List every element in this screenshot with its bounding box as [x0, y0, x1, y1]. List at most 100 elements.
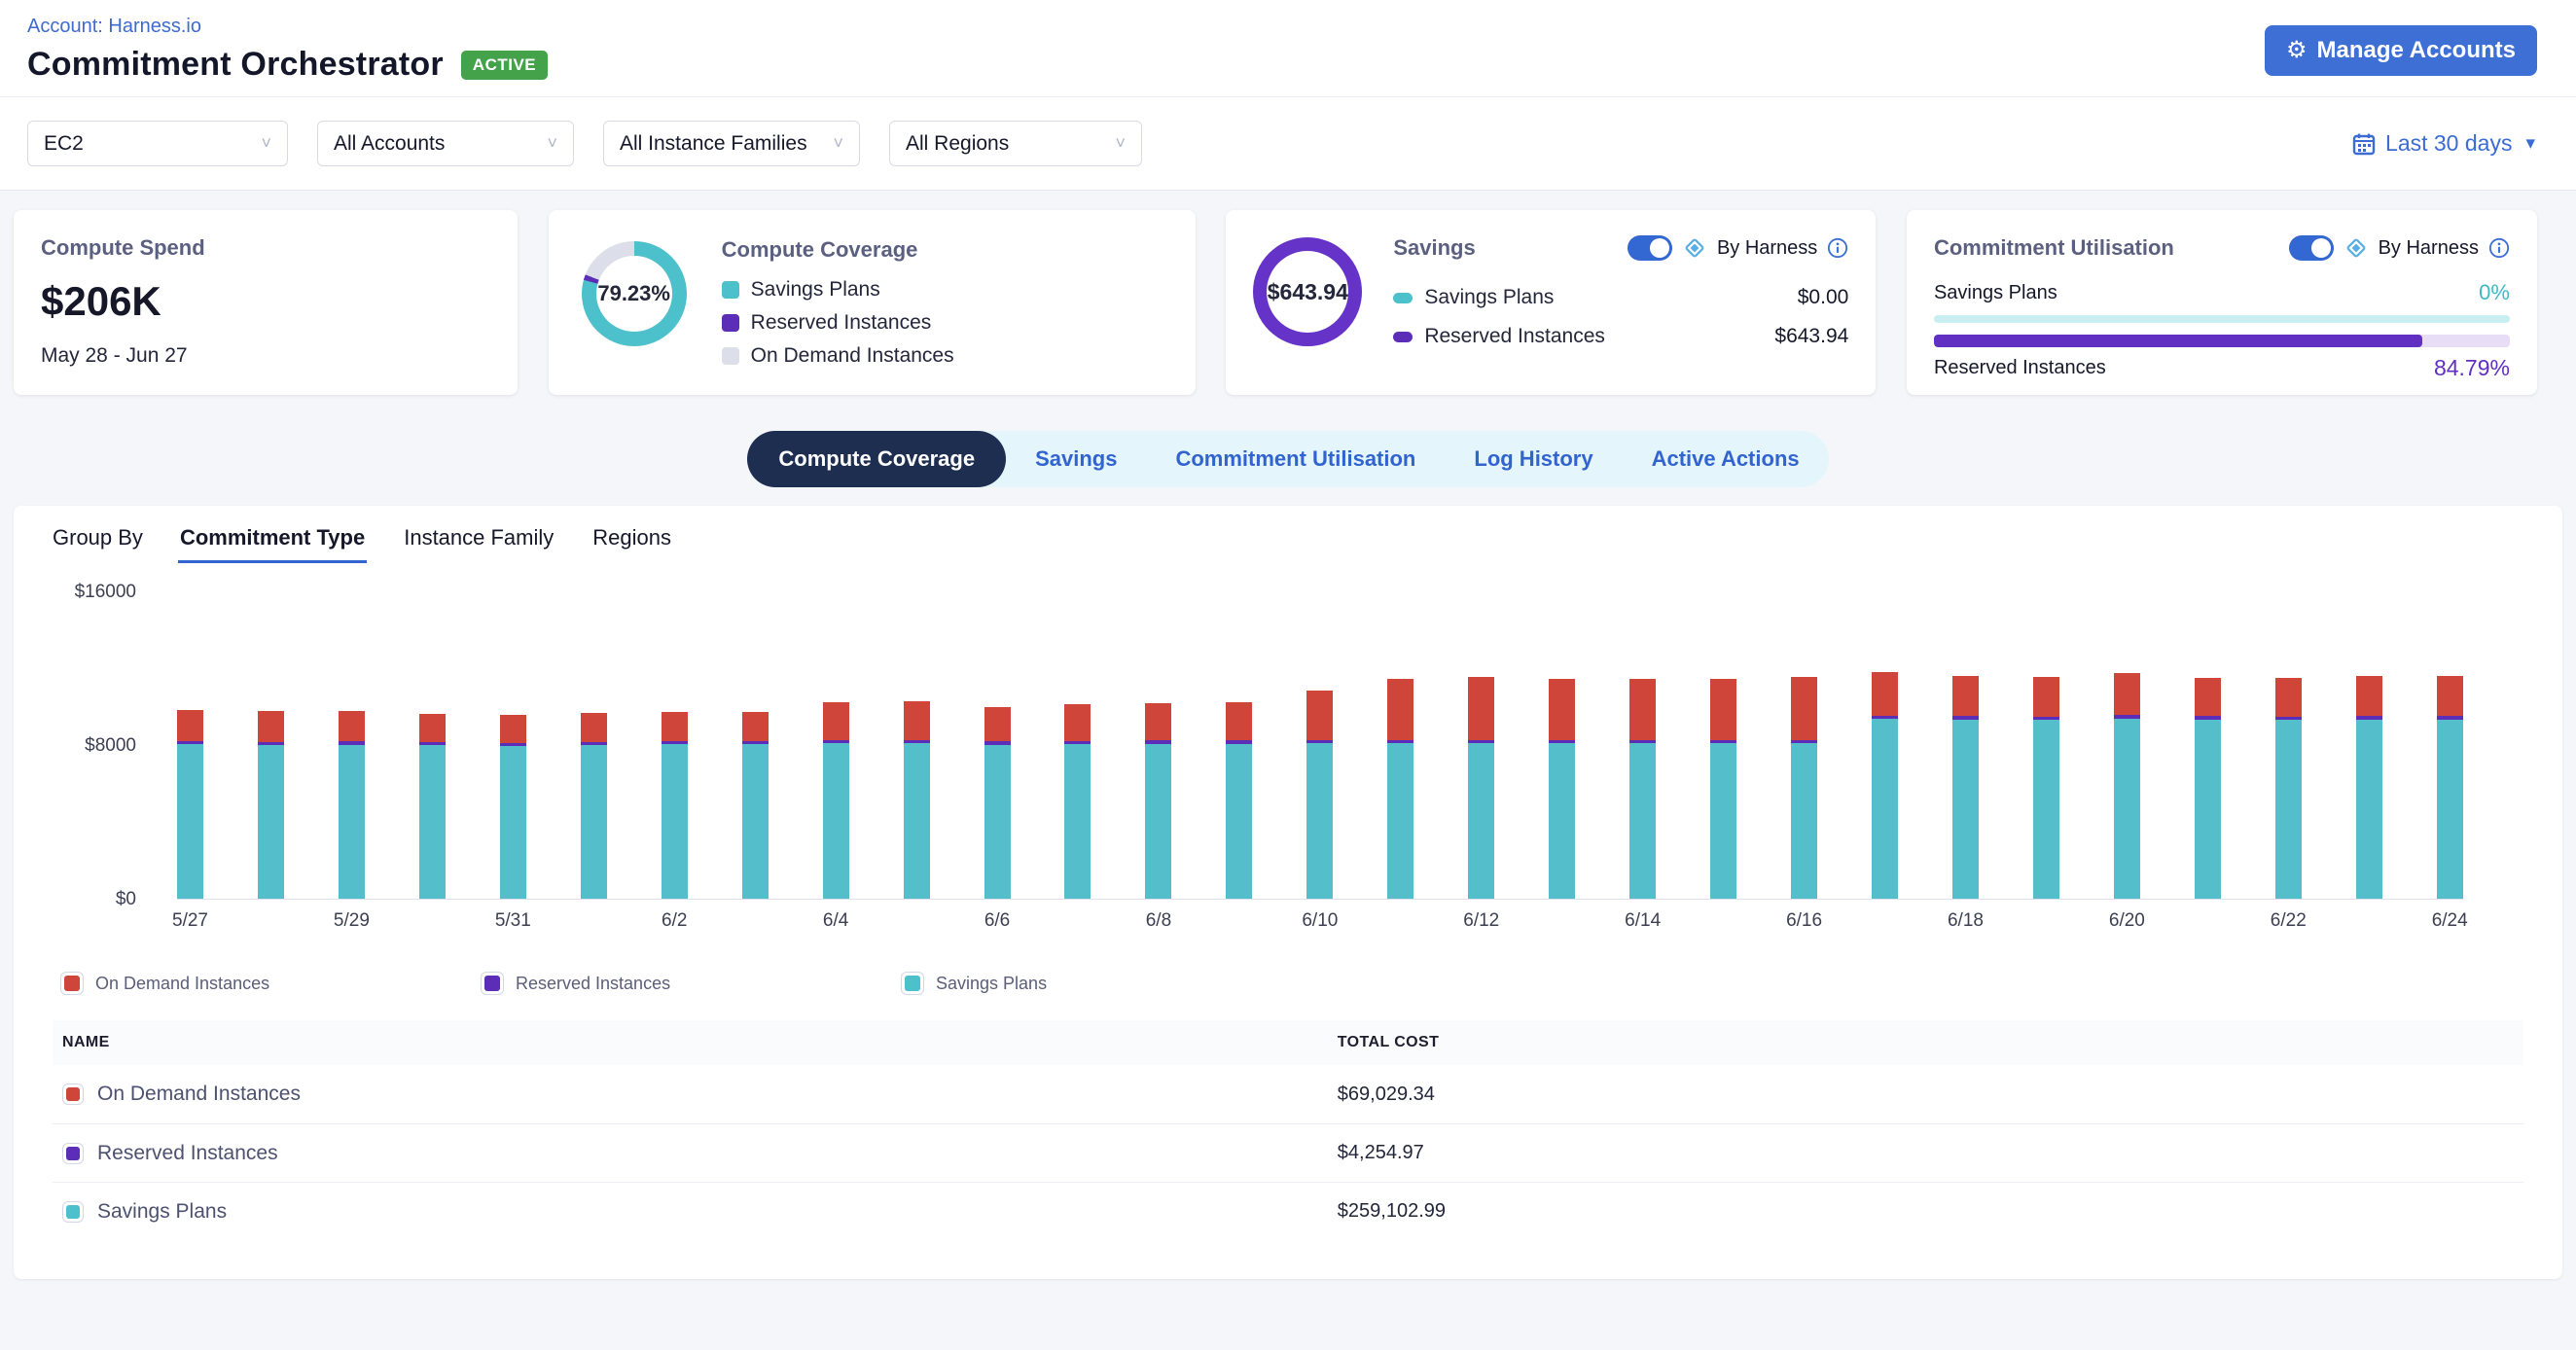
stacked-bar-6-9[interactable] — [1226, 592, 1253, 899]
bar-segment-on-demand-instances — [1872, 672, 1899, 716]
coverage-legend: Savings Plans Reserved Instances On Demand… — [721, 278, 954, 368]
stacked-bar-6-24[interactable]: 6/24 — [2432, 592, 2468, 931]
stacked-bar-6-16[interactable]: 6/16 — [1786, 592, 1822, 931]
coverage-legend-item: On Demand Instances — [721, 344, 954, 368]
stacked-bar-6-12[interactable]: 6/12 — [1463, 592, 1499, 931]
bar-segment-on-demand-instances — [1145, 703, 1172, 741]
bar-segment-on-demand-instances — [418, 713, 446, 742]
stacked-bar-6-6[interactable]: 6/6 — [984, 592, 1011, 931]
table-header-total-cost: TOTAL COST — [1337, 1034, 1440, 1050]
legend-swatch — [1393, 292, 1413, 303]
table-header: NAME TOTAL COST — [53, 1020, 2523, 1065]
bar-segment-reserved-instances — [2355, 716, 2382, 720]
coverage-stacked-bar-chart: $0 $8000 $16000 5/27 5/29 5/31 6/2 6/4 6/6 6/8 6/… — [53, 582, 2523, 964]
tab-log-history[interactable]: Log History — [1474, 446, 1593, 471]
chevron-down-icon: ˅ — [547, 133, 557, 153]
group-by-regions[interactable]: Regions — [592, 525, 671, 550]
commitment-utilisation-title: Commitment Utilisation — [1933, 235, 2174, 260]
stacked-bar-6-3[interactable] — [741, 592, 769, 899]
stacked-bar-6-4[interactable]: 6/4 — [822, 592, 849, 931]
service-select[interactable]: EC2 ˅ — [27, 121, 288, 166]
instance-families-select[interactable]: All Instance Families ˅ — [603, 121, 860, 166]
stacked-bar-6-20[interactable]: 6/20 — [2109, 592, 2145, 931]
table-header-name: NAME — [62, 1034, 110, 1050]
bar-segment-savings-plans — [257, 745, 284, 899]
gear-icon: ⚙ — [2286, 37, 2308, 63]
tab-active-actions[interactable]: Active Actions — [1651, 446, 1800, 471]
bar-segment-savings-plans — [1872, 719, 1899, 899]
bar-segment-reserved-instances — [418, 741, 446, 746]
stacked-bar-6-14[interactable]: 6/14 — [1625, 592, 1661, 931]
bar-segment-reserved-instances — [499, 742, 526, 746]
y-axis-tick: $0 — [115, 889, 136, 909]
stacked-bar-6-23[interactable] — [2355, 592, 2382, 899]
stacked-bar-6-1[interactable] — [580, 592, 607, 899]
group-by-commitment-type[interactable]: Commitment Type — [177, 523, 368, 563]
harness-logo-icon — [2346, 238, 2365, 258]
stacked-bar-6-17[interactable] — [1872, 592, 1899, 899]
bar-segment-on-demand-instances — [2355, 675, 2382, 717]
savings-by-harness-toggle[interactable] — [1627, 235, 1672, 261]
account-breadcrumb-link[interactable]: Account: Harness.io — [27, 16, 201, 37]
manage-accounts-button[interactable]: ⚙ Manage Accounts — [2265, 25, 2537, 76]
compute-coverage-title: Compute Coverage — [721, 237, 918, 262]
bar-segment-on-demand-instances — [1710, 678, 1737, 740]
stacked-bar-6-21[interactable] — [2194, 592, 2221, 899]
stacked-bar-6-18[interactable]: 6/18 — [1948, 592, 1984, 931]
legend-swatch — [721, 347, 739, 365]
stacked-bar-6-11[interactable] — [1387, 592, 1414, 899]
stacked-bar-6-22[interactable]: 6/22 — [2271, 592, 2307, 931]
bar-segment-on-demand-instances — [741, 711, 769, 741]
table-row-on-demand-instances[interactable]: On Demand Instances $69,029.34 — [53, 1065, 2523, 1123]
legend-swatch — [1393, 331, 1413, 342]
commitment-utilisation-card: Commitment Utilisation By Harness Saving… — [1906, 210, 2537, 395]
stacked-bar-6-5[interactable] — [903, 592, 930, 899]
filter-bar: EC2 ˅ All Accounts ˅ All Instance Famili… — [0, 97, 2576, 191]
stacked-bar-5-27[interactable]: 5/27 — [172, 592, 208, 931]
stacked-bar-6-19[interactable] — [2032, 592, 2059, 899]
utilisation-by-harness-toggle[interactable] — [2288, 235, 2334, 261]
bar-segment-on-demand-instances — [1791, 676, 1818, 740]
group-by-instance-family[interactable]: Instance Family — [404, 525, 555, 550]
bar-segment-on-demand-instances — [1226, 702, 1253, 741]
stacked-bar-6-2[interactable]: 6/2 — [661, 592, 688, 931]
instance-families-select-value: All Instance Families — [620, 131, 807, 155]
stacked-bar-5-28[interactable] — [257, 592, 284, 899]
stacked-bar-5-29[interactable]: 5/29 — [334, 592, 370, 931]
bar-segment-on-demand-instances — [2194, 677, 2221, 717]
y-axis-tick: $16000 — [74, 582, 136, 602]
tab-compute-coverage[interactable]: Compute Coverage — [747, 431, 1007, 487]
stacked-bar-5-30[interactable] — [418, 592, 446, 899]
bar-segment-savings-plans — [2032, 720, 2059, 899]
table-row-reserved-instances[interactable]: Reserved Instances $4,254.97 — [53, 1123, 2523, 1182]
x-axis-tick: 6/14 — [1625, 910, 1662, 931]
tab-savings[interactable]: Savings — [1035, 446, 1118, 471]
bar-segment-savings-plans — [903, 743, 930, 899]
legend-swatch — [721, 314, 739, 332]
top-header: Account: Harness.io Commitment Orchestra… — [0, 0, 2576, 97]
accounts-select-value: All Accounts — [334, 131, 446, 155]
bar-segment-reserved-instances — [1629, 739, 1657, 744]
utilisation-savings-plans-label: Savings Plans — [1933, 281, 2057, 303]
bar-segment-reserved-instances — [1951, 716, 1979, 720]
savings-total: $643.94 — [1267, 278, 1348, 304]
date-range-picker[interactable]: Last 30 days ▾ — [2352, 130, 2535, 157]
bar-segment-savings-plans — [1791, 743, 1818, 899]
stacked-bar-6-15[interactable] — [1710, 592, 1737, 899]
x-axis-tick: 5/31 — [494, 910, 531, 931]
stacked-bar-6-10[interactable]: 6/10 — [1302, 592, 1338, 931]
stacked-bar-6-7[interactable] — [1064, 592, 1091, 899]
savings-title: Savings — [1393, 235, 1476, 260]
accounts-select[interactable]: All Accounts ˅ — [317, 121, 574, 166]
stacked-bar-6-8[interactable]: 6/8 — [1145, 592, 1172, 931]
bar-segment-savings-plans — [499, 746, 526, 899]
regions-select[interactable]: All Regions ˅ — [889, 121, 1142, 166]
info-icon[interactable] — [2488, 237, 2510, 259]
tab-commitment-utilisation[interactable]: Commitment Utilisation — [1175, 446, 1416, 471]
table-row-savings-plans[interactable]: Savings Plans $259,102.99 — [53, 1182, 2523, 1240]
stacked-bar-6-13[interactable] — [1549, 592, 1576, 899]
coverage-donut-chart: 79.23% — [581, 241, 687, 346]
info-icon[interactable] — [1827, 237, 1848, 259]
stacked-bar-5-31[interactable]: 5/31 — [495, 592, 531, 931]
group-by-row: Group By Commitment Type Instance Family R… — [53, 523, 2523, 563]
